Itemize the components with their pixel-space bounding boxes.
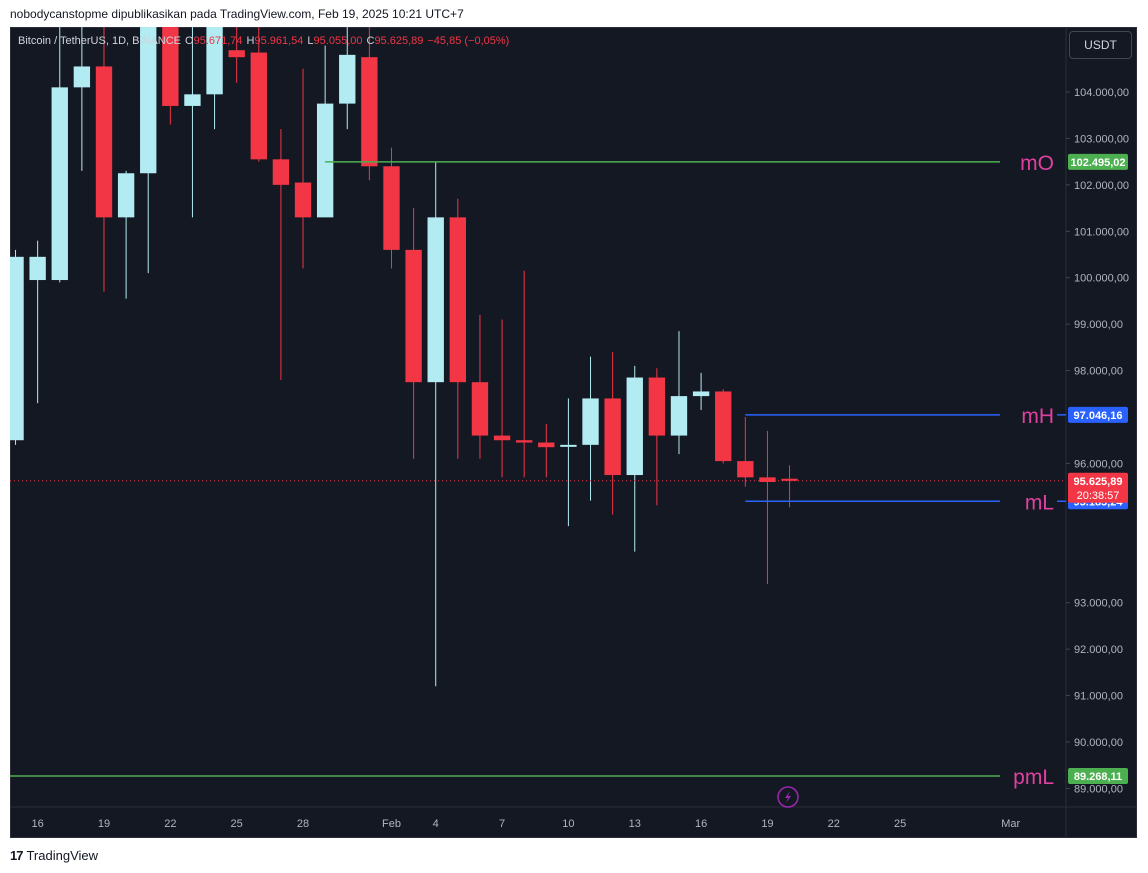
- x-tick-label: 28: [297, 818, 309, 830]
- candle-up: [582, 398, 599, 445]
- candlestick-chart[interactable]: mO mH mL pmL 104.000,00 103.000,00 102.000,00 1…: [10, 27, 1137, 838]
- candle-up: [339, 54, 356, 104]
- y-tick-label: 92.000,00: [1074, 644, 1123, 656]
- last-price-badge-bg: [1068, 472, 1128, 503]
- price-badge-pmL: 89.268,11: [1074, 771, 1122, 783]
- countdown-label: 20:38:57: [1077, 490, 1120, 502]
- candle-down: [95, 66, 113, 218]
- high-label: H: [246, 35, 255, 47]
- tradingview-logo-icon: 17: [10, 848, 24, 863]
- high-value: 95.961,54: [254, 35, 304, 47]
- close-label: C: [366, 35, 375, 47]
- level-name-mL: mL: [1025, 491, 1054, 514]
- open-label: O: [185, 35, 194, 47]
- y-tick-label: 104.000,00: [1074, 87, 1129, 99]
- x-tick-label: 25: [231, 818, 243, 830]
- level-name-mO: mO: [1020, 152, 1054, 175]
- y-tick-label: 99.000,00: [1074, 319, 1123, 331]
- candle-up: [626, 377, 643, 476]
- x-tick-label: 4: [433, 818, 439, 830]
- candle-up: [51, 87, 68, 281]
- x-tick-label: Feb: [382, 818, 401, 830]
- candle-up: [73, 66, 91, 88]
- x-tick-label: Mar: [1001, 818, 1020, 830]
- x-tick-label: 7: [499, 818, 505, 830]
- x-tick-label: 22: [828, 818, 840, 830]
- y-tick-label: 90.000,00: [1074, 737, 1123, 749]
- close-value: 95.625,89: [374, 35, 424, 47]
- candle-down: [405, 249, 422, 383]
- lightning-glyph: [785, 791, 791, 803]
- tradingview-footer[interactable]: 17 TradingView: [10, 848, 98, 863]
- candle-up: [692, 391, 710, 397]
- candle-up: [560, 444, 577, 447]
- price-badge-pmL-bg: [1068, 767, 1128, 784]
- candle-down: [383, 166, 400, 250]
- currency-button[interactable]: USDT: [1069, 31, 1132, 59]
- y-tick-label: 96.000,00: [1074, 458, 1123, 470]
- lightning-icon: [777, 786, 799, 808]
- y-tick-label: 93.000,00: [1074, 598, 1123, 610]
- candle-down: [250, 52, 267, 160]
- tradingview-brand: TradingView: [26, 848, 99, 863]
- x-tick-label: 16: [695, 818, 707, 830]
- level-name-pmL: pmL: [1013, 766, 1054, 789]
- x-tick-label: 10: [562, 818, 574, 830]
- candle-up: [184, 94, 201, 106]
- candle-up: [10, 256, 24, 441]
- candle-up: [140, 27, 157, 174]
- candle-up: [29, 256, 46, 281]
- candle-down: [737, 461, 754, 478]
- candle-down: [515, 440, 533, 443]
- symbol-name: Bitcoin / TetherUS, 1D, BINANCE: [18, 35, 182, 47]
- candle-down: [228, 50, 245, 58]
- candle-down: [538, 442, 555, 448]
- price-badge-mH: 97.046,16: [1074, 410, 1123, 422]
- attribution-text: nobodycanstopme dipublikasikan pada Trad…: [10, 7, 464, 21]
- open-value: 95.671,74: [193, 35, 243, 47]
- candle-down: [493, 435, 511, 441]
- y-tick-label: 100.000,00: [1074, 273, 1129, 285]
- change-value: −45,85 (−0,05%): [427, 35, 510, 47]
- candle-up: [670, 396, 688, 436]
- candle-down: [471, 382, 489, 436]
- price-badge-mO: 102.495,02: [1070, 157, 1125, 169]
- y-tick-label: 101.000,00: [1074, 226, 1129, 238]
- x-tick-label: 19: [761, 818, 773, 830]
- symbol-legend: Bitcoin / TetherUS, 1D, BINANCE O95.671,…: [18, 35, 509, 47]
- candle-down: [781, 478, 798, 481]
- candle-up: [206, 27, 223, 95]
- x-tick-label: 19: [98, 818, 110, 830]
- candles-group: [10, 27, 798, 687]
- y-tick-label: 91.000,00: [1074, 691, 1123, 703]
- candle-up: [316, 103, 334, 218]
- candle-down: [294, 182, 312, 218]
- level-name-mH: mH: [1021, 405, 1054, 428]
- y-tick-label: 102.000,00: [1074, 180, 1129, 192]
- y-tick-label: 98.000,00: [1074, 366, 1123, 378]
- last-price-badge: 95.625,89: [1074, 476, 1123, 488]
- candle-down: [604, 398, 621, 476]
- low-label: L: [307, 35, 314, 47]
- candle-down: [759, 477, 776, 482]
- x-tick-label: 13: [629, 818, 641, 830]
- candle-up: [117, 173, 135, 218]
- price-badge-mO-bg: [1068, 153, 1128, 170]
- x-tick-label: 25: [894, 818, 906, 830]
- low-value: 95.055,00: [313, 35, 363, 47]
- x-tick-label: 16: [32, 818, 44, 830]
- candle-down: [361, 57, 378, 167]
- y-tick-label: 103.000,00: [1074, 133, 1129, 145]
- candle-down: [449, 217, 467, 383]
- y-tick-label: 89.000,00: [1074, 783, 1123, 795]
- price-badge-mH-bg: [1068, 406, 1128, 423]
- candle-down: [648, 377, 666, 436]
- candle-up: [427, 217, 444, 383]
- candle-down: [162, 27, 179, 106]
- candle-down: [272, 159, 290, 185]
- x-tick-label: 22: [164, 818, 176, 830]
- candle-down: [715, 391, 732, 462]
